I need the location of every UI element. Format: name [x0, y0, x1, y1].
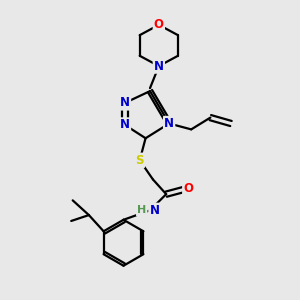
- Text: S: S: [135, 154, 144, 167]
- Text: N: N: [120, 118, 130, 131]
- Text: N: N: [149, 204, 159, 217]
- Text: N: N: [154, 60, 164, 73]
- Text: O: O: [183, 182, 193, 195]
- Text: N: N: [164, 117, 174, 130]
- Text: O: O: [154, 18, 164, 32]
- Text: H: H: [137, 206, 146, 215]
- Text: N: N: [120, 96, 130, 110]
